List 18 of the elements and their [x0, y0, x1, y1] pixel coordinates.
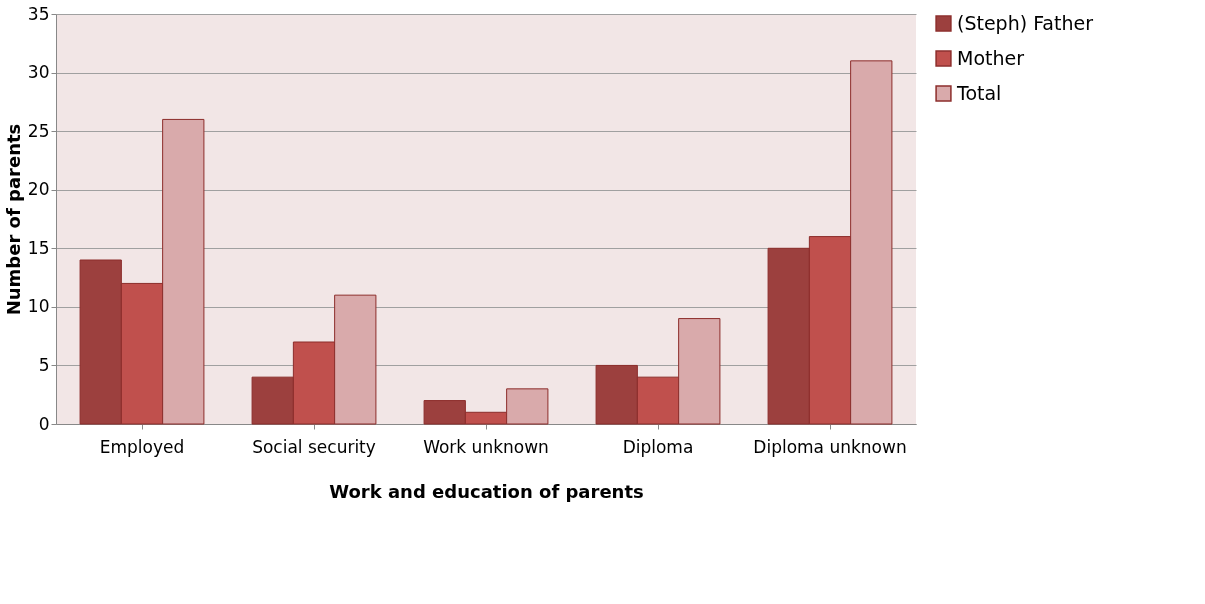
- legend-label: Total: [956, 81, 1002, 104]
- x-tick-label: Diploma unknown: [753, 436, 907, 457]
- y-tick-label: 25: [27, 120, 50, 141]
- y-tick-label: 35: [27, 3, 50, 24]
- y-axis-title: Number of parents: [2, 123, 24, 316]
- x-tick-label: Work unknown: [423, 436, 549, 457]
- y-tick-label: 5: [38, 354, 50, 375]
- y-tick-label: 30: [27, 62, 50, 83]
- y-tick-label: 10: [27, 296, 50, 317]
- x-tick-label: Employed: [99, 436, 185, 457]
- y-tick-label: 15: [27, 237, 50, 258]
- legend-label: (Steph) Father: [957, 11, 1094, 34]
- legend-label: Mother: [957, 46, 1025, 69]
- y-tick-label: 20: [27, 179, 50, 200]
- y-tick-label: 0: [38, 413, 50, 434]
- x-tick-label: Diploma: [622, 436, 694, 457]
- x-tick-label: Social security: [252, 436, 376, 457]
- x-axis-title: Work and education of parents: [329, 480, 644, 502]
